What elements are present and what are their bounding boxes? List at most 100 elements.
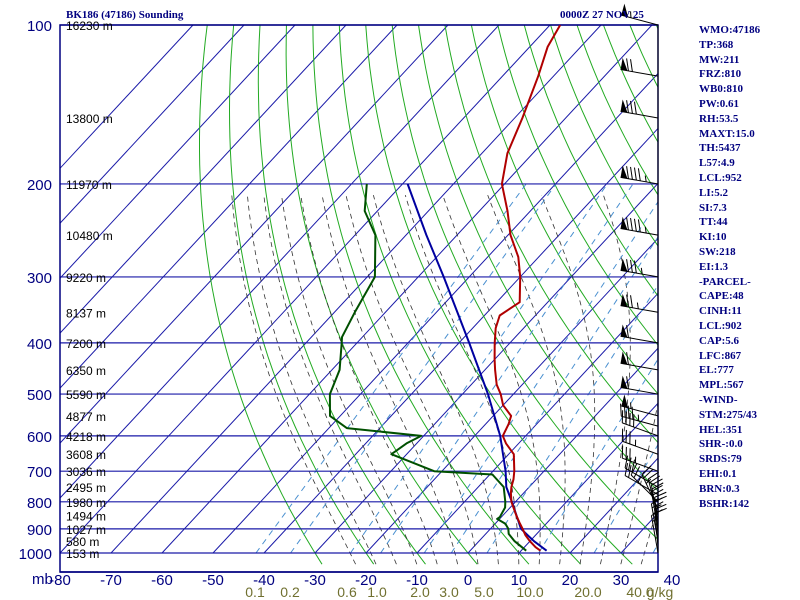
moist-adiabat-line: [620, 400, 658, 565]
sounding-indices-list: WMO:47186 TP:368 MW:211 FRZ:810 WB0:810 PW:0.…: [699, 23, 760, 511]
isotherm-line: [60, 25, 398, 389]
wind-flag: [621, 394, 629, 408]
mixing-ratio-label: 0.2: [280, 584, 300, 600]
wind-full-barb: [626, 294, 629, 308]
height-label: 3036 m: [66, 465, 106, 479]
wind-full-barb: [626, 217, 629, 230]
wind-barb: [624, 455, 659, 488]
height-label: 13800 m: [66, 112, 113, 126]
wind-half-barb: [636, 302, 639, 309]
wind-half-barb: [640, 267, 643, 275]
wind-full-barb: [628, 465, 632, 478]
index-item: TT:44: [699, 216, 728, 229]
index-item: RH:53.5: [699, 112, 739, 125]
pressure-tick-label: 300: [27, 270, 52, 287]
temperature-tick-label: -40: [253, 572, 275, 589]
isotherm-line: [161, 25, 653, 554]
index-item: -WIND-: [699, 393, 738, 406]
wind-barb-staff: [621, 415, 659, 427]
wind-barb: [620, 57, 659, 77]
wind-barb: [621, 394, 659, 417]
index-item: LI:5.2: [699, 186, 729, 199]
pressure-unit-label: mb: [32, 571, 53, 588]
index-item: EL:777: [699, 364, 734, 377]
temperature-tick-label: 40: [664, 572, 681, 589]
wind-barb: [621, 3, 659, 26]
dry-adiabat-line: [550, 25, 658, 247]
wind-barb-staff: [620, 305, 659, 313]
index-item: STM:275/43: [699, 408, 758, 421]
wind-full-barb: [626, 100, 629, 113]
mixing-ratio-line: [380, 183, 634, 554]
isotherm-line: [60, 25, 194, 170]
moist-adiabat-line: [404, 194, 520, 565]
wind-barb-staff: [620, 269, 659, 278]
mixing-ratio-line: [593, 443, 658, 554]
wind-full-barb: [637, 219, 641, 233]
dewpoint-line: [328, 183, 527, 552]
mixing-ratio-label: 20.0: [574, 584, 601, 600]
height-label: 10480 m: [66, 229, 113, 243]
wind-full-barb: [630, 59, 633, 72]
wind-full-barb: [633, 101, 637, 115]
index-item: MW:211: [699, 53, 740, 66]
index-item: MAXT:15.0: [699, 127, 755, 140]
index-item: TP:368: [699, 38, 734, 51]
dry-adiabat-line: [391, 25, 658, 541]
wind-full-barb: [630, 259, 633, 273]
moist-adiabat-line: [345, 195, 479, 565]
wind-full-barb: [631, 459, 636, 473]
moist-adiabat-line: [373, 194, 499, 565]
pressure-tick-label: 500: [27, 387, 52, 404]
isotherm-line: [518, 402, 658, 554]
isotherm-line: [60, 25, 296, 279]
temperature-tick-label: -60: [151, 572, 173, 589]
index-item: WMO:47186: [699, 24, 761, 36]
temperature-line: [493, 25, 562, 552]
wind-half-barb: [644, 226, 647, 234]
index-item: BSHR:142: [699, 497, 750, 510]
wind-half-barb: [644, 175, 647, 182]
height-label: 1494 m: [66, 510, 106, 524]
wind-full-barb: [651, 484, 663, 492]
temperature-tick-label: 10: [511, 572, 528, 589]
mixing-ratio-line: [450, 236, 658, 554]
mixing-ratio-label: 40.0: [626, 584, 653, 600]
isotherm-line: [60, 25, 347, 334]
height-label: 5590 m: [66, 388, 106, 402]
index-item: SHR-:0.0: [699, 438, 743, 451]
pressure-tick-label: 600: [27, 429, 52, 446]
dry-adiabat-line: [365, 25, 633, 565]
height-label: 16230 m: [66, 19, 113, 33]
index-item: L57:4.9: [699, 157, 735, 170]
moist-adiabat-line: [247, 195, 377, 565]
moist-adiabat-line: [442, 194, 541, 565]
index-item: LFC:867: [699, 349, 742, 362]
wind-barb-staff: [620, 386, 659, 395]
wind-flag: [620, 216, 628, 230]
wind-full-barb: [633, 167, 637, 181]
wind-full-barb: [633, 466, 641, 479]
temperature-tick-label: -30: [304, 572, 326, 589]
wind-barb: [620, 293, 659, 313]
wind-full-barb: [626, 376, 629, 389]
dry-adiabat-line: [257, 25, 426, 565]
temperature-tick-label: -10: [406, 572, 428, 589]
wind-full-barb: [626, 58, 629, 72]
wind-flag: [620, 57, 628, 71]
wind-barb: [620, 351, 659, 371]
wind-barb: [624, 463, 659, 495]
wind-full-barb: [641, 465, 652, 475]
isotherm-line: [263, 127, 658, 554]
wind-flag: [620, 293, 628, 307]
dry-adiabat-line: [418, 25, 658, 492]
wind-barb: [620, 99, 659, 119]
height-label: 4877 m: [66, 410, 106, 424]
moist-adiabat-line: [300, 195, 438, 565]
temperature-tick-label: 0: [464, 572, 472, 589]
dry-adiabat-line: [228, 25, 375, 565]
wind-full-barb: [626, 325, 629, 338]
mixing-ratio-label: 1.0: [367, 584, 387, 600]
wind-full-barb: [630, 100, 633, 114]
